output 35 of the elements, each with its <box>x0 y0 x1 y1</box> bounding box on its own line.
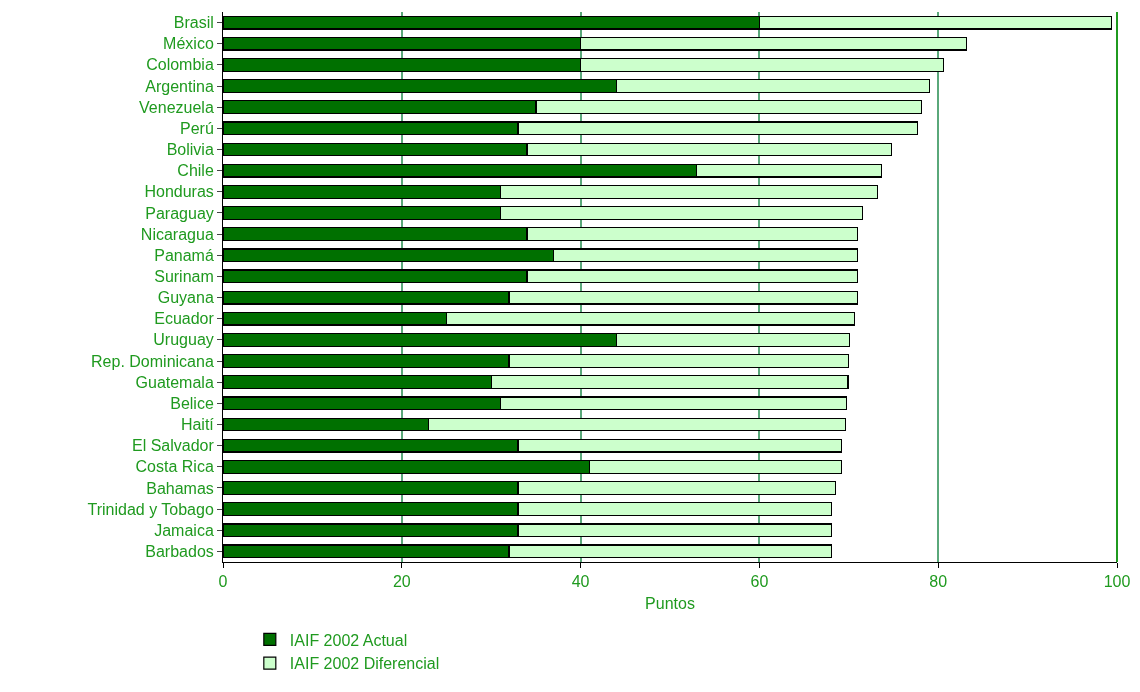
y-tick-label: Bahamas <box>146 479 214 497</box>
y-tick-label: Rep. Dominicana <box>91 352 214 370</box>
y-tick-label: Ecuador <box>154 310 215 328</box>
y-tick-label: Barbados <box>145 543 214 561</box>
y-tick-label: Jamaica <box>154 521 214 539</box>
y-tick-label: Trinidad y Tobago <box>87 500 214 518</box>
y-tick-label: Guatemala <box>135 373 214 391</box>
y-tick-label: Perú <box>180 119 214 137</box>
y-tick-label: Colombia <box>146 56 214 74</box>
y-tick-label: Chile <box>177 162 214 180</box>
y-tick-label: Argentina <box>145 77 214 95</box>
x-axis-title: Puntos <box>645 594 695 612</box>
x-tick-label: 40 <box>571 573 590 591</box>
y-tick-label: Haití <box>180 416 215 434</box>
x-tick-label: 20 <box>392 573 411 591</box>
x-tick-label: 100 <box>1103 573 1131 591</box>
y-tick-label: Panamá <box>154 246 214 264</box>
y-tick-label: Honduras <box>144 183 214 201</box>
y-tick-label: Paraguay <box>145 204 214 222</box>
x-tick-label: 80 <box>929 573 948 591</box>
y-tick-label: Brasil <box>173 14 214 32</box>
y-tick-label: Surinam <box>154 268 214 286</box>
y-tick-label: Belice <box>170 394 214 412</box>
x-tick-label: 60 <box>750 573 769 591</box>
y-tick-label: Guyana <box>157 289 214 307</box>
y-tick-label: El Salvador <box>131 437 215 455</box>
legend-label: IAIF 2002 Diferencial <box>289 655 440 673</box>
y-tick-label: Uruguay <box>153 331 214 349</box>
legend-label: IAIF 2002 Actual <box>289 631 408 649</box>
y-tick-label: Venezuela <box>139 98 214 116</box>
y-tick-label: Nicaragua <box>140 225 214 243</box>
y-tick-label: Costa Rica <box>135 458 214 476</box>
y-tick-label: Bolivia <box>166 141 214 159</box>
y-tick-label: México <box>163 35 214 53</box>
x-tick-label: 0 <box>218 573 228 591</box>
